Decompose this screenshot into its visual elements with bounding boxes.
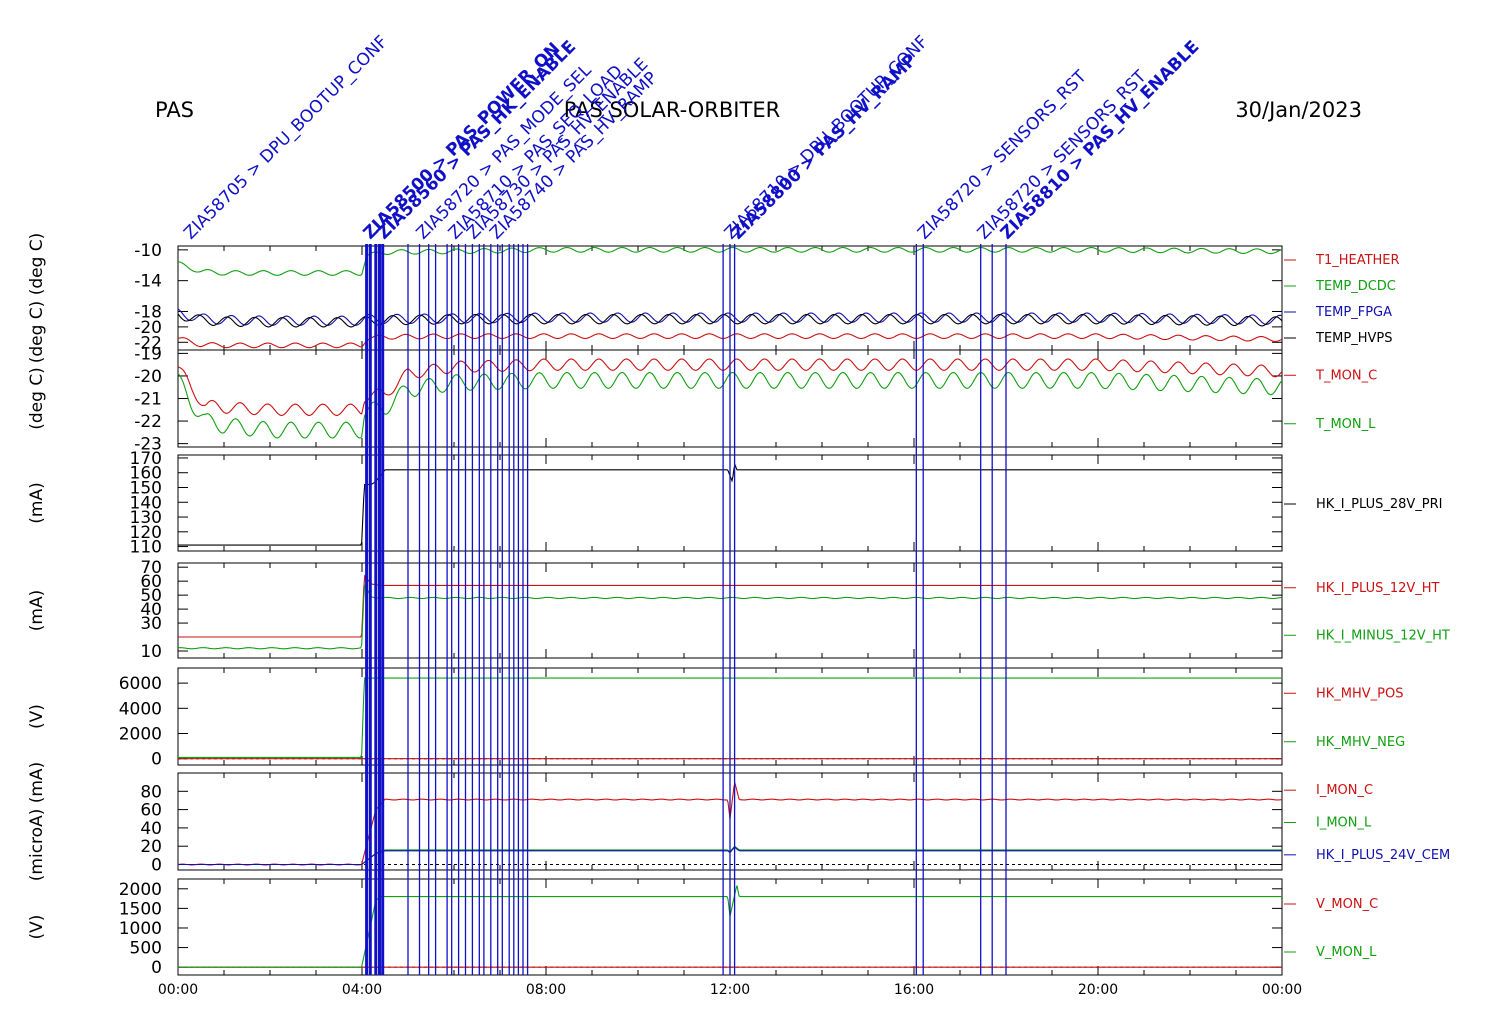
legend-entry: TEMP_DCDC: [1315, 279, 1396, 294]
panel-5: 6000 4000 2000 0 (V) HK_MHV_POS HK_MHV_NEG: [27, 667, 1405, 770]
panel-1: -10 -14 -18-20-22 (deg C) (deg C) T1_HEATHER…: [27, 233, 1400, 364]
x-tick-label: 08:00: [526, 982, 566, 998]
y-axis-label: (mA): [27, 590, 47, 631]
legend-entry: I_MON_C: [1316, 783, 1373, 798]
y-axis-label: (V): [27, 915, 47, 940]
legend-entry: V_MON_L: [1316, 945, 1377, 960]
y-tick-label: -18: [134, 302, 162, 322]
y-tick-label: 60: [140, 572, 162, 592]
legend-entry: T_MON_L: [1315, 417, 1376, 432]
y-tick-label: 110: [130, 538, 162, 558]
instrument-label: PAS: [155, 98, 194, 122]
y-tick-label: -20: [134, 367, 162, 387]
y-tick-label: 20: [140, 837, 162, 857]
y-axis-label: (deg C) (deg C): [27, 233, 47, 364]
y-tick-label: 70: [140, 558, 162, 578]
legend-entry: T_MON_C: [1315, 368, 1377, 383]
y-tick-label: -14: [134, 272, 162, 292]
y-tick-label: 2000: [119, 880, 162, 900]
y-tick-label: 2000: [119, 725, 162, 745]
y-tick-label: 140: [130, 493, 162, 513]
y-tick-label: 30: [140, 614, 162, 634]
legend-entry: HK_MHV_POS: [1316, 686, 1404, 701]
y-tick-label: 40: [140, 600, 162, 620]
y-tick-label: 1500: [119, 899, 162, 919]
y-tick-label: 50: [140, 586, 162, 606]
legend-entry: I_MON_L: [1316, 816, 1372, 831]
y-tick-label: 0: [151, 750, 162, 770]
y-tick-label: 500: [130, 939, 162, 959]
y-tick-label: 120: [130, 523, 162, 543]
y-tick-label: 1000: [119, 919, 162, 939]
y-tick-label: -22: [134, 333, 162, 353]
y-axis-label: (deg C): [27, 367, 47, 430]
event-lines: [365, 244, 1007, 975]
y-tick-label: -21: [134, 390, 162, 410]
y-tick-label: 6000: [119, 674, 162, 694]
y-tick-label: -19: [134, 344, 162, 364]
y-tick-label: 40: [140, 819, 162, 839]
legend-entry: HK_I_PLUS_12V_HT: [1316, 581, 1440, 596]
date-label: 30/Jan/2023: [1235, 98, 1362, 122]
y-tick-label: 4000: [119, 699, 162, 719]
legend-entry: HK_I_PLUS_24V_CEM: [1316, 848, 1450, 863]
y-tick-label: -22: [134, 412, 162, 432]
y-tick-label: 80: [140, 782, 162, 802]
y-tick-label: 0: [151, 958, 162, 978]
event-label: ZIA58705 > DPU_BOOTUP_CONF: [180, 32, 392, 244]
mission-label: PAS SOLAR-ORBITER: [564, 98, 780, 122]
y-tick-label: 150: [130, 478, 162, 498]
y-axis-label: (V): [27, 704, 47, 729]
y-tick-label: -10: [134, 241, 162, 261]
x-tick-label: 00:00: [158, 982, 198, 998]
y-tick-label: -23: [134, 435, 162, 455]
y-tick-label: 60: [140, 801, 162, 821]
legend-entry: HK_I_PLUS_28V_PRI: [1316, 497, 1442, 512]
y-tick-label: 160: [130, 464, 162, 484]
legend-entry: HK_MHV_NEG: [1316, 735, 1405, 750]
legend-entry: TEMP_FPGA: [1315, 305, 1392, 320]
panel-2: -19 -20 -21-22 -23 (deg C) T_MON_C T_MON_L: [27, 344, 1377, 454]
time-axis: 00:00 04:00 08:00 12:00 16:00 20:00 00:00: [158, 982, 1302, 998]
y-axis-label: (mA): [27, 482, 47, 523]
y-tick-label: 170: [130, 449, 162, 469]
event-label: ZIA58800 > PAS_HV_RAMP: [728, 50, 921, 243]
legend-entry: T1_HEATHER: [1315, 253, 1400, 268]
y-tick-label: 10: [140, 642, 162, 662]
legend-entry: V_MON_C: [1316, 897, 1378, 912]
legend-entry: HK_I_MINUS_12V_HT: [1316, 628, 1450, 643]
y-tick-label: 0: [151, 856, 162, 876]
x-tick-label: 00:00: [1262, 982, 1302, 998]
y-tick-label: 130: [130, 508, 162, 528]
legend-entry: TEMP_HVPS: [1315, 331, 1392, 346]
chart-panels: -10-14-18-20-22(deg C) (deg C) T1_HEATHER…: [27, 233, 1450, 978]
event-label: ZIA58730 > PAS_HV_ENABLE: [463, 54, 652, 243]
x-tick-label: 20:00: [1078, 982, 1118, 998]
x-tick-label: 04:00: [342, 982, 382, 998]
x-tick-label: 16:00: [894, 982, 934, 998]
x-tick-label: 12:00: [710, 982, 750, 998]
y-tick-label: -20: [134, 318, 162, 338]
y-axis-label: (microA) (mA): [27, 762, 47, 881]
